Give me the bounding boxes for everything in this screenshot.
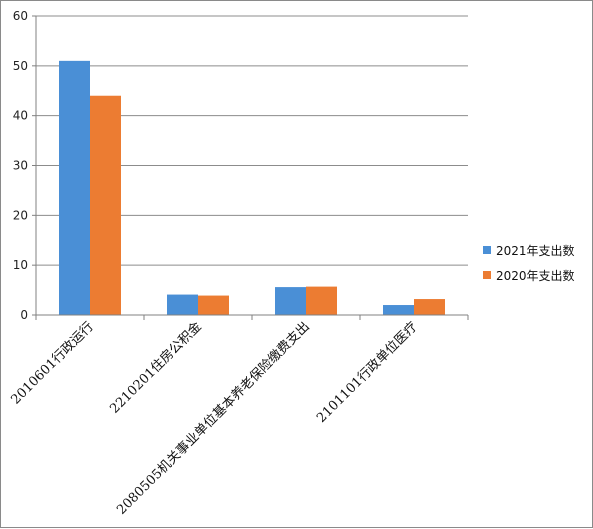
axes <box>35 16 469 320</box>
bar <box>167 294 198 315</box>
legend: 2021年支出数 2020年支出数 <box>483 243 575 283</box>
x-axis-labels: 2010601行政运行 2210201住房公积金2080505机关事业单位基本养老… <box>9 319 421 518</box>
y-tick-label: 10 <box>13 258 28 272</box>
legend-swatch <box>483 246 491 254</box>
legend-label: 2020年支出数 <box>496 268 575 283</box>
y-tick-label: 50 <box>13 59 28 73</box>
x-category-label: 2010601行政运行 <box>9 319 97 407</box>
y-tick-label: 30 <box>13 159 28 173</box>
x-category-label: 2101101行政单位医疗 <box>314 319 421 426</box>
legend-swatch <box>483 271 491 279</box>
y-axis-ticks: 0 10 20 30 40 50 60 <box>13 9 36 322</box>
bars <box>59 60 445 315</box>
bar <box>383 305 414 315</box>
bar <box>59 60 90 315</box>
y-tick-label: 20 <box>13 208 28 222</box>
bar <box>90 95 121 315</box>
y-tick-label: 60 <box>13 9 28 23</box>
bar <box>198 295 229 315</box>
bar <box>414 299 445 315</box>
x-category-label: 2210201住房公积金 <box>107 319 205 417</box>
y-tick-label: 0 <box>20 308 28 322</box>
legend-label: 2021年支出数 <box>496 243 575 258</box>
bar <box>306 286 337 315</box>
y-tick-label: 40 <box>13 109 28 123</box>
x-category-label: 2080505机关事业单位基本养老保险缴费支出 <box>113 319 312 518</box>
bar <box>275 287 306 315</box>
